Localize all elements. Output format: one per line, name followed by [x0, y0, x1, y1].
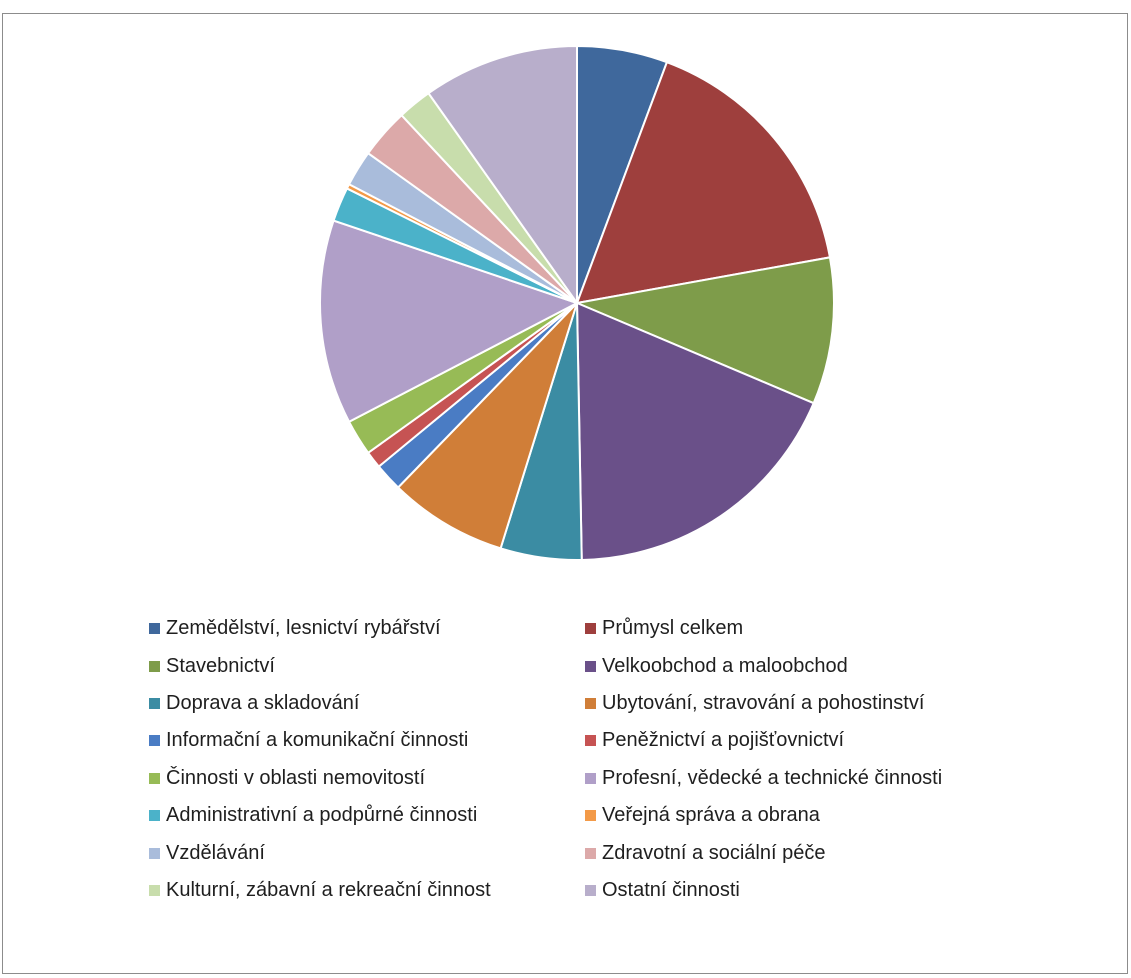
legend-swatch: [585, 810, 596, 822]
legend-item: Veřejná správa a obrana: [585, 797, 1065, 834]
pie-chart: [319, 44, 835, 561]
legend-label: Stavebnictví: [166, 654, 275, 677]
legend-item: Zdravotní a sociální péče: [585, 834, 1065, 871]
pie-slice-1: [575, 60, 832, 305]
legend-label: Zemědělství, lesnictví rybářství: [166, 617, 441, 640]
pie-slice-3: [575, 301, 815, 561]
legend-item: Administrativní a podpůrné činnosti: [149, 797, 585, 834]
legend-item: Ubytování, stravování a pohostinství: [585, 685, 1065, 722]
legend-swatch: [149, 772, 160, 784]
legend-item: Peněžnictví a pojišťovnictví: [585, 722, 1065, 759]
legend: Zemědělství, lesnictví rybářství Průmysl …: [149, 610, 1069, 909]
pie-slice-5: [396, 302, 578, 550]
legend-item: Velkoobchod a maloobchod: [585, 647, 1065, 684]
legend-item: Profesní, vědecké a technické činnosti: [585, 760, 1065, 797]
legend-swatch: [585, 697, 596, 709]
legend-swatch: [585, 772, 596, 784]
legend-item: Doprava a skladování: [149, 685, 585, 722]
legend-label: Činnosti v oblasti nemovitostí: [166, 766, 426, 789]
legend-swatch: [149, 810, 160, 822]
legend-label: Kulturní, zábavní a rekreační činnost: [166, 878, 491, 901]
legend-label: Ubytování, stravování a pohostinství: [602, 691, 925, 714]
legend-swatch: [149, 735, 160, 747]
pie-slice-15: [427, 44, 578, 307]
legend-item: Průmysl celkem: [585, 610, 1065, 647]
legend-label: Ostatní činnosti: [602, 878, 740, 901]
legend-swatch: [585, 847, 596, 859]
legend-swatch: [149, 847, 160, 859]
legend-label: Průmysl celkem: [602, 617, 744, 640]
chart-frame: Zemědělství, lesnictví rybářství Průmysl …: [2, 13, 1128, 974]
legend-label: Profesní, vědecké a technické činnosti: [602, 766, 943, 789]
legend-swatch: [585, 735, 596, 747]
legend-swatch: [585, 660, 596, 672]
legend-label: Velkoobchod a maloobchod: [602, 654, 848, 677]
legend-item: Kulturní, zábavní a rekreační činnost: [149, 872, 585, 909]
legend-label: Vzdělávání: [166, 841, 265, 864]
legend-item: Zemědělství, lesnictví rybářství: [149, 610, 585, 647]
legend-swatch: [585, 884, 596, 896]
legend-label: Veřejná správa a obrana: [602, 804, 820, 827]
legend-label: Doprava a skladování: [166, 691, 360, 714]
pie-slice-2: [573, 256, 835, 405]
legend-swatch: [149, 623, 160, 635]
legend-item: Činnosti v oblasti nemovitostí: [149, 760, 585, 797]
legend-item: Vzdělávání: [149, 834, 585, 871]
legend-swatch: [149, 697, 160, 709]
legend-label: Informační a komunikační činnosti: [166, 729, 469, 752]
legend-label: Peněžnictví a pojišťovnictví: [602, 729, 845, 752]
legend-swatch: [149, 884, 160, 896]
legend-label: Administrativní a podpůrné činnosti: [166, 804, 478, 827]
pie-slice-9: [319, 219, 580, 424]
legend-item: Stavebnictví: [149, 647, 585, 684]
legend-item: Informační a komunikační činnosti: [149, 722, 585, 759]
legend-swatch: [585, 623, 596, 635]
legend-label: Zdravotní a sociální péče: [602, 841, 826, 864]
legend-swatch: [149, 660, 160, 672]
legend-item: Ostatní činnosti: [585, 872, 1065, 909]
